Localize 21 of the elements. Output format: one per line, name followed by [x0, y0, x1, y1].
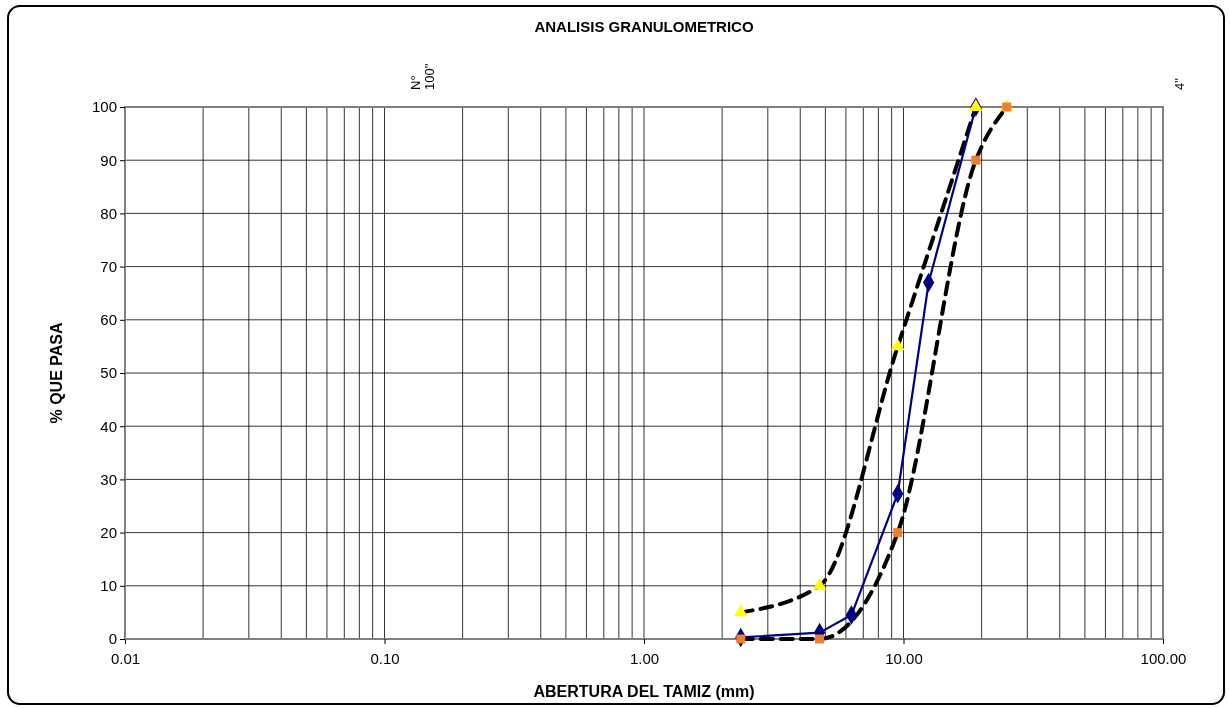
y-tick-label: 10 — [100, 577, 117, 595]
x-tick-label: 10.00 — [885, 649, 923, 667]
chart-title: ANALISIS GRANULOMETRICO — [534, 18, 754, 35]
y-axis-title: % QUE PASA — [48, 322, 65, 424]
x-tick-label: 1.00 — [629, 649, 660, 667]
y-tick-label: 70 — [100, 257, 117, 275]
y-tick-label: 0 — [108, 630, 117, 648]
x-tick-label: 100.00 — [1140, 649, 1187, 667]
y-tick-label: 90 — [100, 151, 117, 169]
y-tick-label: 50 — [100, 364, 117, 382]
x-tick-label: 0.01 — [110, 649, 141, 667]
y-tick-label: 100 — [91, 98, 117, 116]
y-tick-label: 80 — [100, 204, 117, 222]
y-tick-label: 60 — [100, 311, 117, 329]
y-tick-label: 40 — [100, 417, 117, 435]
text: N° 100" — [408, 63, 438, 90]
x-axis-title: ABERTURA DEL TAMIZ (mm) — [533, 683, 755, 700]
y-tick-label: 20 — [100, 523, 117, 541]
y-tick-label: 30 — [100, 470, 117, 488]
x-tick-label: 0.10 — [370, 649, 400, 667]
text: 4" — [1172, 77, 1187, 90]
